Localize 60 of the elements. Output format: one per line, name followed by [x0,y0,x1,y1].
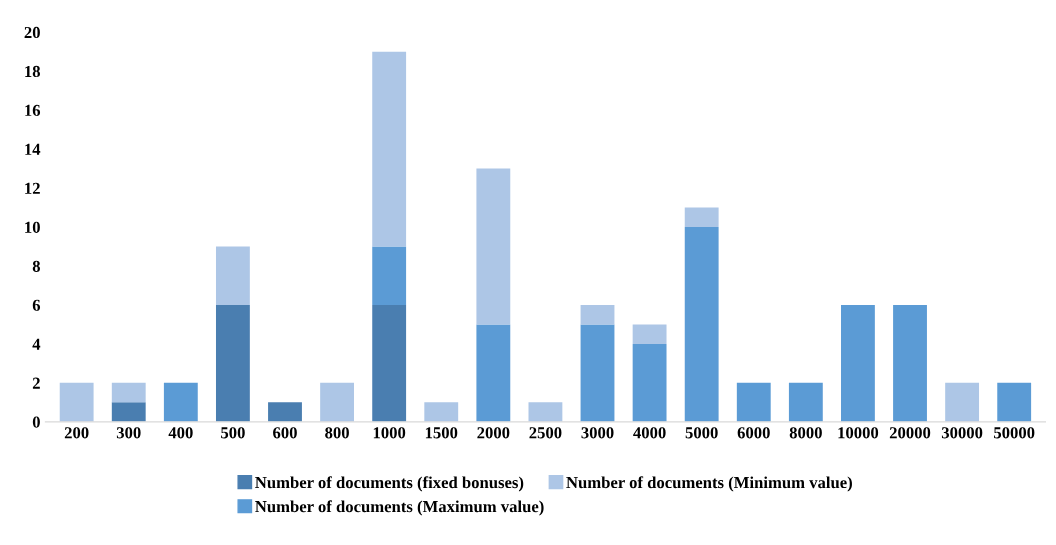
x-tick-label: 10000 [838,427,879,439]
bar [268,402,302,422]
x-tick-label: 2000 [477,427,510,439]
bar [945,382,980,422]
bar [163,382,198,422]
x-tick-label: 30000 [941,427,983,439]
bar [736,382,771,422]
bar [528,402,563,422]
bar [893,304,927,422]
x-tick-label: 800 [325,427,349,439]
bar [215,304,250,422]
y-tick-label: 12 [25,182,40,194]
x-tick-label: 4000 [633,427,666,439]
bar [788,382,823,422]
y-tick-label: 0 [32,416,40,428]
x-tick-label: 1500 [425,427,458,439]
legend-label: Number of documents (Minimum value) [566,476,852,492]
y-tick-label: 4 [32,338,41,350]
y-tick-label: 14 [25,143,41,155]
x-tick-label: 1000 [373,427,406,439]
x-tick-label: 300 [116,427,141,439]
bar [476,168,511,325]
bar [841,304,875,422]
legend-label: Number of documents (Maximum value) [255,500,544,516]
x-tick-label: 6000 [737,427,770,439]
x-tick-label: 600 [273,427,297,439]
bar [580,304,615,325]
x-tick-label: 500 [221,427,245,439]
bar [215,246,250,305]
x-tick-label: 200 [64,427,89,439]
bar [372,51,407,247]
y-tick-label: 18 [25,65,40,78]
x-tick-label: 400 [168,427,193,439]
bar [632,324,667,344]
x-tick-label: 2500 [529,427,562,439]
bar [59,382,94,422]
bar [372,304,407,422]
bar [997,382,1032,422]
x-tick-label: 20000 [889,427,931,439]
y-tick-label: 20 [24,26,40,39]
bar [111,382,146,403]
legend-label: Number of documents (fixed bonuses) [255,476,524,492]
bar [424,402,459,422]
y-tick-label: 2 [32,377,40,389]
bar [580,324,615,422]
x-tick-label: 5000 [685,427,718,439]
bar [320,382,355,422]
y-tick-label: 10 [25,221,40,233]
y-tick-label: 6 [32,299,41,311]
bar [476,324,511,422]
y-tick-label: 8 [32,260,40,272]
bar [632,343,667,422]
x-tick-label: 3000 [581,427,614,439]
x-tick-label: 8000 [789,427,822,439]
bar [684,226,719,422]
y-tick-label: 16 [25,104,41,117]
bar [372,246,407,305]
bar [684,207,719,227]
bar [111,402,146,422]
x-tick-label: 50000 [994,427,1035,439]
